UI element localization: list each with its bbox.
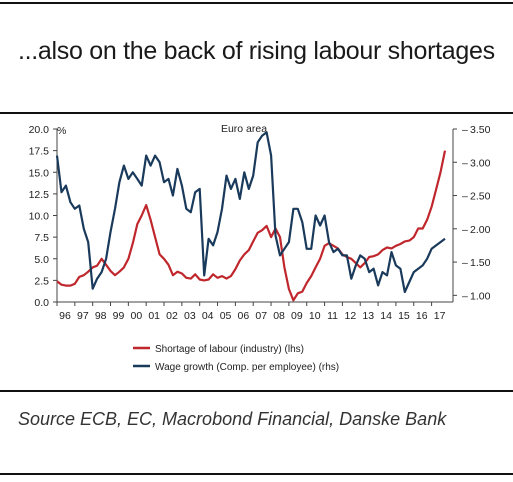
right-tick-dash: –: [462, 257, 468, 269]
x-tick-label: 07: [255, 310, 267, 322]
page-title: ...also on the back of rising labour sho…: [18, 37, 495, 65]
left-tick-label: 5.0: [34, 254, 49, 266]
left-tick-label: 2.5: [34, 275, 49, 287]
x-tick-label: 97: [77, 310, 89, 322]
chart-title: Euro area: [221, 123, 267, 135]
right-tick-dash: –: [462, 191, 468, 203]
bottom-rule: [0, 473, 513, 475]
line-chart: 0.02.55.07.510.012.515.017.520.0 –1.00– 1…: [29, 123, 491, 373]
x-tick-label: 08: [273, 310, 285, 322]
title-divider: [0, 112, 513, 114]
x-tick-label: 06: [238, 310, 250, 322]
right-tick-label: 3.00: [470, 157, 491, 169]
x-tick-label: 09: [291, 310, 303, 322]
x-tick-label: 98: [95, 310, 107, 322]
right-tick-dash: –: [462, 224, 468, 236]
x-tick-label: 16: [416, 310, 428, 322]
left-tick-label: 17.5: [29, 146, 50, 158]
x-tick-label: 01: [148, 310, 160, 322]
x-tick-label: 03: [184, 310, 196, 322]
left-axis-unit: %: [57, 125, 66, 137]
right-tick-dash: –: [462, 290, 468, 302]
right-tick-label: 3.50: [470, 124, 491, 136]
right-tick-label: 1.50: [470, 257, 491, 269]
left-tick-label: 20.0: [29, 124, 50, 136]
chart-divider: [0, 390, 513, 392]
left-tick-label: 15.0: [29, 167, 50, 179]
x-tick-label: 00: [131, 310, 143, 322]
right-tick-label: 2.00: [470, 224, 491, 236]
x-tick-label: 99: [113, 310, 125, 322]
x-tick-label: 17: [434, 310, 446, 322]
right-tick-label: 2.50: [470, 191, 491, 203]
right-tick-dash: –: [462, 124, 468, 136]
top-rule: [0, 2, 513, 4]
legend-label: Shortage of labour (industry) (lhs): [155, 344, 304, 355]
wage-growth-line: [55, 131, 446, 294]
x-tick-label: 04: [202, 310, 214, 322]
left-tick-label: 12.5: [29, 189, 50, 201]
x-tick-label: 12: [345, 310, 357, 322]
x-tick-label: 96: [59, 310, 71, 322]
x-tick-label: 05: [220, 310, 232, 322]
right-tick-dash: –: [462, 157, 468, 169]
x-tick-label: 13: [362, 310, 374, 322]
x-tick-label: 02: [166, 310, 178, 322]
left-tick-label: 10.0: [29, 211, 50, 223]
right-tick-label: 1.00: [470, 290, 491, 302]
x-tick-label: 10: [309, 310, 321, 322]
legend-label: Wage growth (Comp. per employee) (rhs): [155, 362, 339, 373]
left-tick-label: 7.5: [34, 232, 49, 244]
x-tick-label: 11: [327, 310, 338, 322]
left-tick-label: 0.0: [34, 297, 49, 309]
x-tick-label: 14: [380, 310, 392, 322]
shortage-of-labour-line: [56, 150, 447, 302]
x-tick-label: 15: [398, 310, 410, 322]
source-note: Source ECB, EC, Macrobond Financial, Dan…: [18, 409, 447, 429]
